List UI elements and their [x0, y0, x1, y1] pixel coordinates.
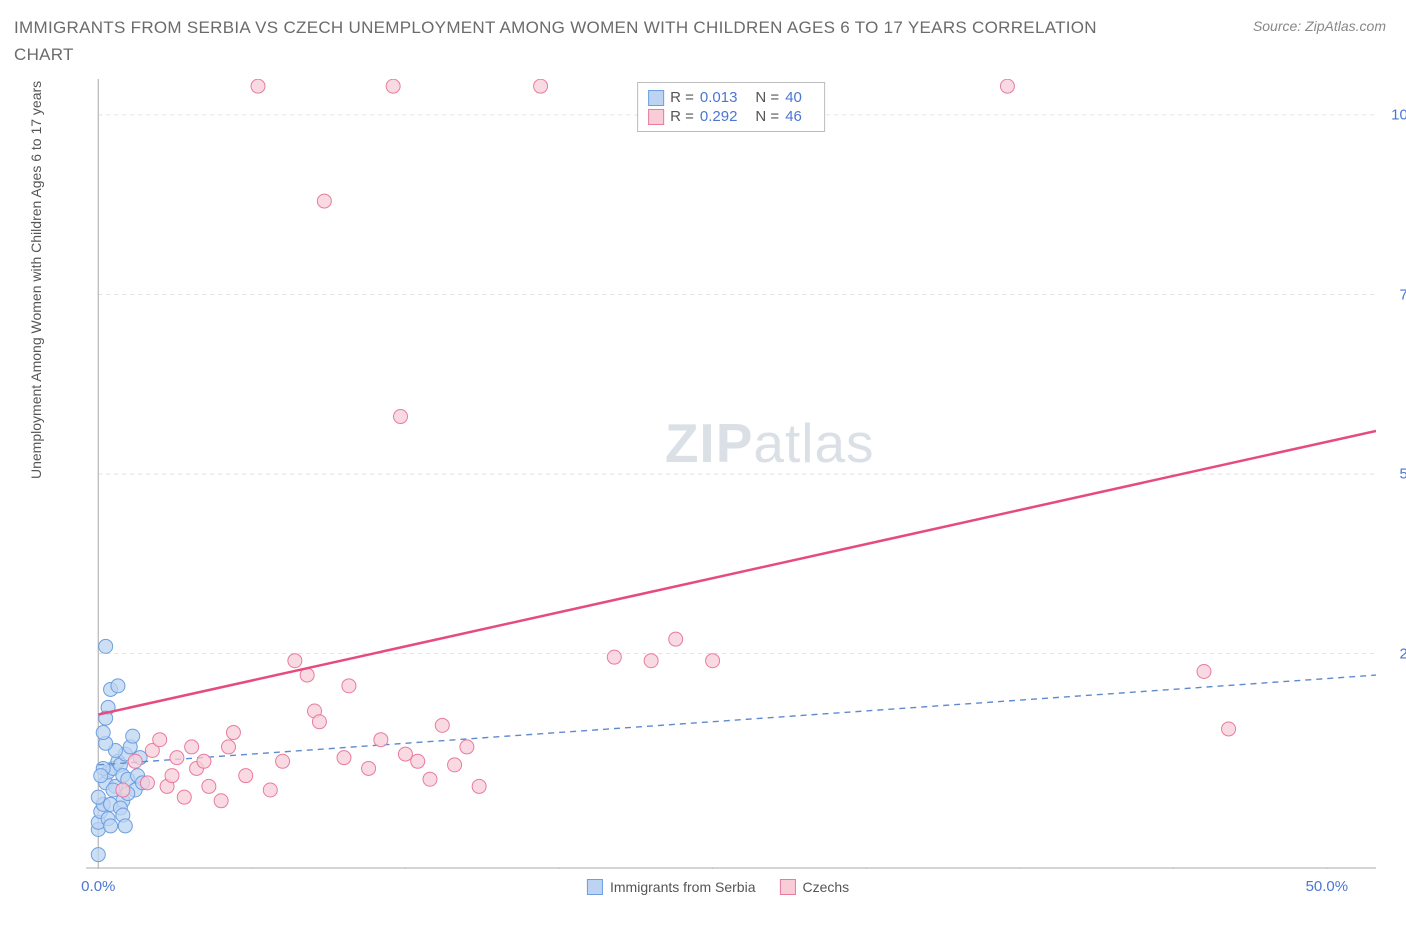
y-tick-label: 25.0%	[1399, 645, 1406, 662]
y-axis-label: Unemployment Among Women with Children A…	[28, 81, 44, 479]
series-legend: Immigrants from Serbia Czechs	[587, 879, 849, 895]
header: IMMIGRANTS FROM SERBIA VS CZECH UNEMPLOY…	[0, 0, 1406, 74]
plot-area: R = 0.013 N = 40 R = 0.292 N = 46 ZIPatl…	[86, 79, 1376, 869]
legend-item-serbia: Immigrants from Serbia	[587, 879, 755, 895]
y-tick-label: 100.0%	[1391, 107, 1406, 124]
n-label: N =	[755, 89, 779, 106]
swatch-icon	[648, 109, 664, 125]
swatch-icon	[587, 879, 603, 895]
r-value-czechs: 0.292	[700, 108, 738, 125]
scatter-plot-svg	[86, 79, 1376, 869]
n-value-czechs: 46	[785, 108, 802, 125]
y-tick-label: 75.0%	[1399, 286, 1406, 303]
r-label: R =	[670, 89, 694, 106]
legend-label: Immigrants from Serbia	[610, 879, 755, 895]
n-label: N =	[755, 108, 779, 125]
chart-title: IMMIGRANTS FROM SERBIA VS CZECH UNEMPLOY…	[14, 14, 1114, 68]
stats-row-czechs: R = 0.292 N = 46	[648, 107, 814, 126]
stats-legend: R = 0.013 N = 40 R = 0.292 N = 46	[637, 82, 825, 132]
stats-row-serbia: R = 0.013 N = 40	[648, 88, 814, 107]
y-tick-label: 50.0%	[1399, 466, 1406, 483]
r-value-serbia: 0.013	[700, 89, 738, 106]
legend-item-czechs: Czechs	[779, 879, 849, 895]
source-attribution: Source: ZipAtlas.com	[1253, 18, 1386, 34]
swatch-icon	[779, 879, 795, 895]
legend-label: Czechs	[802, 879, 849, 895]
x-tick-label: 0.0%	[81, 878, 115, 895]
swatch-icon	[648, 90, 664, 106]
n-value-serbia: 40	[785, 89, 802, 106]
r-label: R =	[670, 108, 694, 125]
x-tick-label: 50.0%	[1306, 878, 1349, 895]
